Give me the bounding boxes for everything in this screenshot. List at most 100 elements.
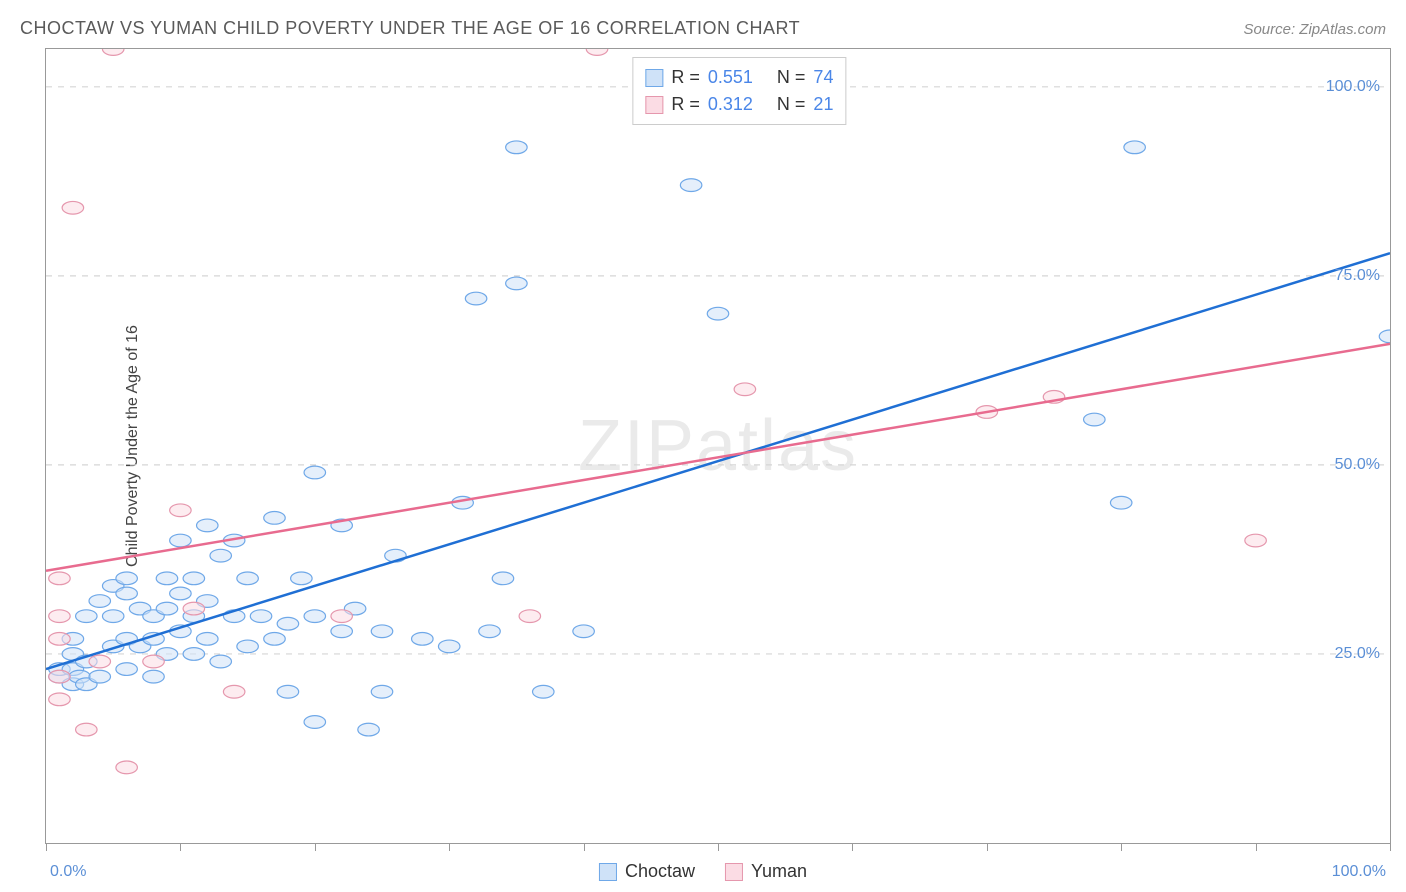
data-point: [116, 587, 138, 600]
data-point: [49, 632, 71, 645]
data-point: [156, 602, 178, 615]
data-point: [89, 670, 111, 683]
data-point: [49, 670, 71, 683]
data-point: [237, 572, 259, 585]
data-point: [197, 632, 219, 645]
data-point: [250, 610, 272, 623]
stats-legend-row: R = 0.312 N = 21: [645, 91, 833, 118]
n-label: N =: [777, 91, 806, 118]
stats-legend-row: R = 0.551 N = 74: [645, 64, 833, 91]
data-point: [479, 625, 501, 638]
data-point: [49, 572, 71, 585]
x-tick-label: 100.0%: [1332, 863, 1386, 881]
data-point: [519, 610, 541, 623]
stats-legend: R = 0.551 N = 74 R = 0.312 N = 21: [632, 57, 846, 125]
x-tick: [180, 843, 181, 851]
n-value: 21: [813, 91, 833, 118]
data-point: [223, 685, 245, 698]
data-point: [76, 723, 98, 736]
y-tick-label: 100.0%: [1326, 78, 1380, 96]
x-tick-label: 0.0%: [50, 863, 86, 881]
data-point: [170, 587, 192, 600]
r-label: R =: [671, 91, 700, 118]
r-value: 0.312: [708, 91, 753, 118]
y-tick-label: 50.0%: [1335, 456, 1380, 474]
data-point: [573, 625, 595, 638]
x-tick: [987, 843, 988, 851]
x-tick: [449, 843, 450, 851]
data-point: [304, 610, 326, 623]
data-point: [210, 655, 232, 668]
data-point: [438, 640, 460, 653]
x-tick: [315, 843, 316, 851]
legend-label: Choctaw: [625, 861, 695, 882]
data-point: [533, 685, 555, 698]
x-tick: [1390, 843, 1391, 851]
legend-swatch: [645, 96, 663, 114]
data-point: [183, 602, 205, 615]
data-point: [412, 632, 434, 645]
x-tick: [1121, 843, 1122, 851]
legend-item: Choctaw: [599, 861, 695, 882]
data-point: [237, 640, 259, 653]
chart-title: CHOCTAW VS YUMAN CHILD POVERTY UNDER THE…: [20, 18, 800, 39]
data-point: [277, 685, 299, 698]
data-point: [102, 49, 124, 55]
data-point: [264, 632, 286, 645]
data-point: [465, 292, 487, 305]
data-point: [734, 383, 756, 396]
data-point: [116, 761, 138, 774]
x-tick: [1256, 843, 1257, 851]
trend-line: [46, 344, 1390, 571]
data-point: [116, 663, 138, 676]
data-point: [143, 670, 165, 683]
data-point: [210, 549, 232, 562]
data-point: [76, 610, 98, 623]
data-point: [506, 277, 528, 290]
data-point: [277, 617, 299, 630]
y-tick-label: 75.0%: [1335, 267, 1380, 285]
n-label: N =: [777, 64, 806, 91]
data-point: [197, 519, 219, 532]
x-tick: [718, 843, 719, 851]
y-tick-label: 25.0%: [1335, 645, 1380, 663]
r-label: R =: [671, 64, 700, 91]
legend-swatch: [645, 69, 663, 87]
data-point: [183, 572, 205, 585]
data-point: [143, 655, 165, 668]
data-point: [331, 625, 353, 638]
data-point: [183, 648, 205, 661]
data-point: [1110, 496, 1132, 509]
data-point: [62, 201, 84, 214]
source-label: Source: ZipAtlas.com: [1243, 21, 1386, 38]
x-tick: [46, 843, 47, 851]
legend-label: Yuman: [751, 861, 807, 882]
data-point: [291, 572, 313, 585]
r-value: 0.551: [708, 64, 753, 91]
data-point: [586, 49, 608, 55]
x-tick: [584, 843, 585, 851]
data-point: [371, 685, 393, 698]
data-point: [304, 716, 326, 729]
x-tick: [852, 843, 853, 851]
data-point: [358, 723, 380, 736]
legend-item: Yuman: [725, 861, 807, 882]
data-point: [170, 534, 192, 547]
data-point: [49, 610, 71, 623]
data-point: [49, 693, 71, 706]
data-point: [89, 595, 111, 608]
n-value: 74: [813, 64, 833, 91]
chart-frame: ZIPatlas 25.0%50.0%75.0%100.0%0.0%100.0%…: [45, 48, 1391, 844]
legend-bottom: Choctaw Yuman: [599, 861, 807, 882]
data-point: [1245, 534, 1267, 547]
data-point: [116, 572, 138, 585]
data-point: [492, 572, 514, 585]
data-point: [1084, 413, 1106, 426]
data-point: [680, 179, 702, 192]
data-point: [1379, 330, 1390, 343]
legend-swatch: [725, 863, 743, 881]
data-point: [506, 141, 528, 154]
data-point: [170, 504, 192, 517]
data-point: [156, 572, 178, 585]
legend-swatch: [599, 863, 617, 881]
